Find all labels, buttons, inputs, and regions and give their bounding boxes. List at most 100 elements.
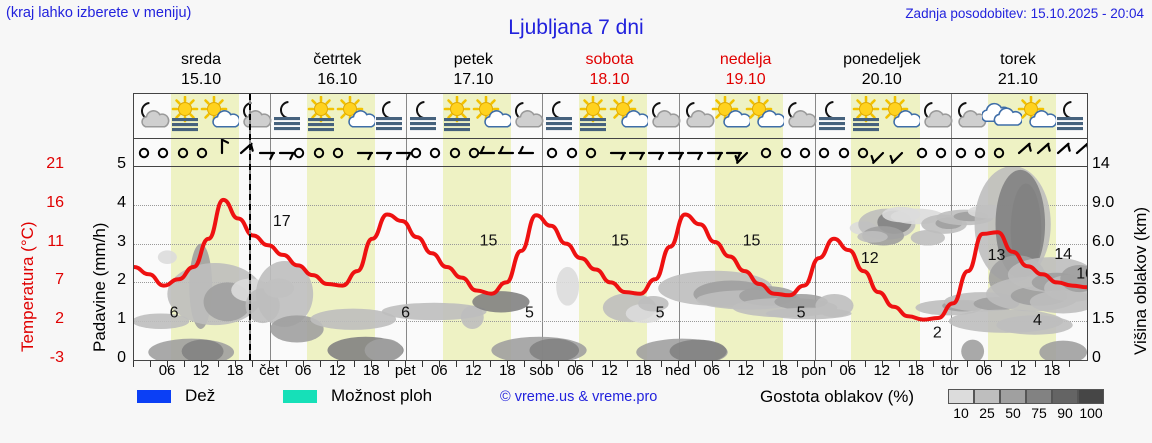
- temp-max-label: 12: [861, 250, 879, 267]
- x-label: 06: [294, 362, 312, 379]
- cloud-density-title: Gostota oblakov (%): [760, 387, 915, 406]
- x-tick: [337, 361, 339, 367]
- sun-fog-icon: [846, 95, 886, 136]
- day-date: 17.10: [453, 71, 494, 88]
- day-header-2: četrtek 16.10: [269, 50, 405, 90]
- day-name: nedelja: [719, 51, 772, 68]
- x-label: 06: [567, 362, 584, 379]
- sun-fog-icon: [573, 95, 613, 136]
- wind-calm: [184, 138, 220, 166]
- x-label: 12: [601, 362, 618, 379]
- precipitation-tick: 3: [117, 232, 126, 250]
- temp-min-label: 6: [401, 304, 410, 321]
- wind-row-separator: [134, 166, 1087, 167]
- page-title: Ljubljana 7 dni: [508, 16, 644, 39]
- x-tick: [218, 361, 220, 367]
- wind-barb-e: [631, 138, 667, 166]
- cloud-blob: [460, 305, 484, 329]
- moon-fog-icon: [267, 96, 307, 136]
- day-header-strip: sreda 15.10 četrtek 16.10 petek 17.10 sobota 18…: [133, 50, 1088, 92]
- cloud-density-tick: 90: [1057, 405, 1073, 421]
- sun-fog-icon: [437, 95, 477, 136]
- x-tick: [643, 361, 645, 367]
- cloud-density-tick: 75: [1031, 405, 1047, 421]
- sun-fog-icon: [301, 95, 341, 136]
- x-tick: [728, 361, 730, 367]
- temp-max-label: 15: [743, 233, 761, 250]
- cloud-blob: [669, 339, 727, 360]
- precipitation-tick: 2: [117, 271, 126, 289]
- x-tick: [966, 361, 968, 367]
- cloud-blob: [1039, 340, 1087, 360]
- cloud-density-tick: 25: [979, 405, 995, 421]
- last-update: Zadnja posodobitev: 15.10.2025 - 20:04: [905, 6, 1144, 21]
- temperature-tick: 16: [46, 193, 64, 211]
- x-label: 12: [737, 362, 754, 379]
- temp-max-label: 13: [988, 247, 1006, 264]
- wind-barb-sw: [729, 138, 765, 166]
- wind-barb-e: [340, 138, 376, 166]
- x-tick: [1017, 361, 1019, 367]
- wind-barb-e: [690, 138, 726, 166]
- temp-min-label: 2: [933, 325, 942, 342]
- x-tick: [439, 361, 441, 367]
- x-tick: [626, 361, 628, 367]
- x-tick: [609, 361, 611, 367]
- wind-barb-e: [651, 138, 687, 166]
- temp-max-label: 14: [1054, 246, 1072, 263]
- temperature-tick: 21: [46, 155, 64, 172]
- x-tick: [303, 361, 305, 367]
- x-tick: [1068, 361, 1070, 367]
- cloud-blob: [857, 230, 888, 243]
- wind-calm: [787, 138, 823, 166]
- x-label: pet: [394, 362, 416, 379]
- x-label: 12: [873, 362, 891, 379]
- day-name: torek: [1000, 51, 1036, 68]
- wind-calm: [301, 138, 337, 166]
- wind-calm: [320, 138, 356, 166]
- wind-barb-w: [515, 138, 551, 166]
- day-separator: [542, 94, 544, 360]
- sun-cloud-icon: [335, 95, 377, 136]
- moon-fog-icon: [539, 96, 579, 136]
- cloud-blob: [996, 315, 1073, 335]
- cloud-blob: [774, 294, 828, 310]
- cloud-density-tick: 50: [1005, 405, 1021, 421]
- cloudheight-tick: 3.5: [1092, 271, 1115, 289]
- showers-legend-label: Možnost ploh: [331, 386, 433, 405]
- moon-cloud-icon: [778, 96, 818, 136]
- x-tick: [745, 361, 747, 367]
- wind-barb-e: [612, 138, 648, 166]
- showers-legend-swatch: [283, 390, 317, 403]
- cloud-density-swatch: [1026, 389, 1052, 404]
- x-axis-labels: 06 12 18 čet 06 12 18 pet 06 12 18 sob 06 12 18 ned 06 12…: [133, 362, 1088, 382]
- rain-legend-label: Dež: [185, 386, 216, 405]
- location-hint: (kraj lahko izberete v meniju): [6, 5, 192, 21]
- x-tick: [796, 361, 798, 367]
- day-separator: [814, 94, 816, 360]
- temp-end-label: 10: [1076, 266, 1087, 283]
- wind-calm: [573, 138, 609, 166]
- temp-max-label: 15: [611, 233, 629, 250]
- sun-cloud-icon: [608, 95, 649, 136]
- x-label: 12: [465, 362, 482, 379]
- day-name: sobota: [585, 51, 634, 68]
- moon-cloud-icon: [676, 96, 716, 136]
- x-label: 06: [975, 362, 993, 379]
- x-tick: [235, 361, 237, 367]
- x-tick: [932, 361, 934, 367]
- sun-fog-icon: [165, 95, 205, 136]
- sun-cloud-icon: [710, 95, 752, 136]
- cloud-density-tick: 100: [1079, 405, 1103, 421]
- current-time-line: [249, 94, 252, 360]
- temp-min-label: 5: [656, 304, 665, 321]
- gridline: [134, 321, 1087, 323]
- x-tick: [320, 361, 322, 367]
- cloudheight-axis-title: Višina oblakov (km): [1131, 206, 1150, 355]
- x-tick: [286, 361, 288, 367]
- temperature-tick: -3: [49, 349, 64, 366]
- x-tick: [711, 361, 713, 367]
- wind-barb-w: [476, 138, 512, 166]
- x-tick: [575, 361, 577, 367]
